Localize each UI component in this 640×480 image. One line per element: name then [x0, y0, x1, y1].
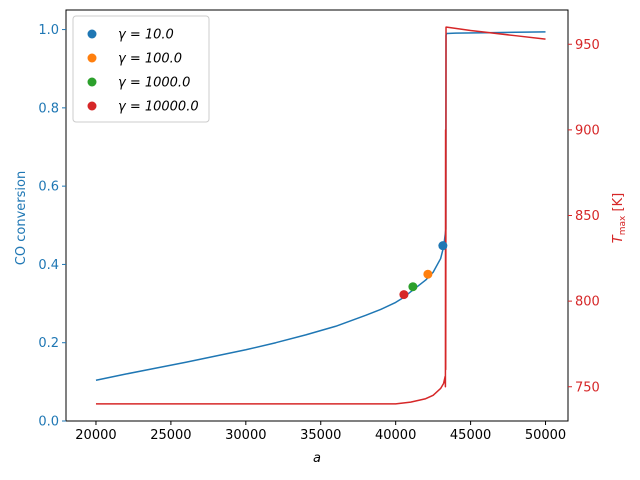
legend-label-3: γ = 1000.0 [118, 76, 190, 91]
legend-marker-4 [87, 101, 97, 111]
y-left-tick-label: 0.8 [38, 101, 59, 116]
right-y-axis-label: Tmax [K] [611, 193, 628, 243]
y-right-tick-label: 750 [575, 380, 600, 395]
y-right-tick-label: 800 [575, 295, 600, 310]
x-axis-label: a [313, 451, 321, 466]
x-tick-label: 50000 [525, 428, 566, 443]
left-y-axis-label: CO conversion [14, 171, 29, 265]
x-tick-label: 35000 [300, 428, 341, 443]
x-tick-label: 25000 [150, 428, 191, 443]
legend-label-1: γ = 10.0 [118, 28, 174, 43]
legend-box [72, 15, 210, 123]
marker-layer [399, 241, 448, 300]
y-left-tick-label: 0.0 [38, 415, 59, 430]
series-line-right [95, 26, 546, 405]
y-left-tick-label: 0.6 [38, 180, 59, 195]
y-left-tick-label: 0.4 [38, 258, 59, 273]
marker-point-1 [438, 241, 448, 251]
legend: γ = 10.0 γ = 100.0 γ = 1000.0 γ = 10000.0 [72, 15, 210, 123]
legend-marker-2 [87, 53, 97, 63]
x-axis: 20000 25000 30000 35000 40000 45000 50000 [75, 421, 566, 443]
marker-point-4 [399, 290, 409, 300]
legend-label-2: γ = 100.0 [118, 52, 182, 67]
marker-point-3 [408, 282, 418, 292]
x-tick-label: 20000 [75, 428, 116, 443]
legend-label-4: γ = 10000.0 [118, 100, 199, 115]
y-right-tick-label: 850 [575, 209, 600, 224]
y-right-tick-label: 950 [575, 38, 600, 53]
legend-marker-3 [87, 77, 97, 87]
legend-items: γ = 10.0 γ = 100.0 γ = 1000.0 γ = 10000.0 [87, 28, 199, 115]
x-tick-label: 45000 [450, 428, 491, 443]
y-left-tick-label: 1.0 [38, 23, 59, 38]
legend-marker-1 [87, 29, 97, 39]
x-tick-label: 40000 [375, 428, 416, 443]
left-y-axis: 0.0 0.2 0.4 0.6 0.8 1.0 [38, 23, 66, 430]
right-y-axis: 750 800 850 900 950 [568, 38, 600, 395]
y-right-tick-label: 900 [575, 123, 600, 138]
y-left-tick-label: 0.2 [38, 336, 59, 351]
x-tick-label: 30000 [225, 428, 266, 443]
marker-point-2 [423, 269, 433, 279]
